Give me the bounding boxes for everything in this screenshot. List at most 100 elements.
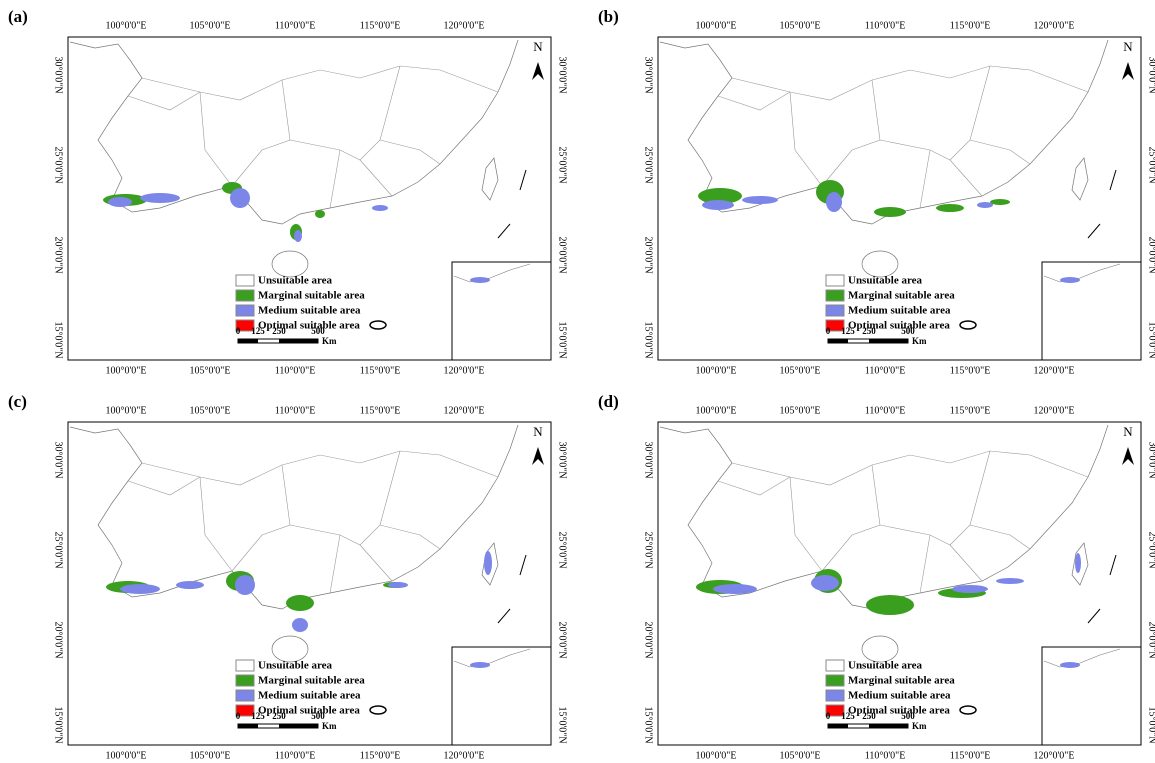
lat-label: 25°0'0"N <box>1147 531 1155 568</box>
panel-label: (a) <box>8 7 28 26</box>
medium-area <box>742 196 778 204</box>
inset-area <box>470 662 490 668</box>
lat-label: 25°0'0"N <box>557 531 568 568</box>
legend-swatch <box>236 660 254 671</box>
lat-label: 15°0'0"N <box>557 321 568 358</box>
lat-label: 15°0'0"N <box>1147 706 1155 743</box>
medium-area <box>140 193 180 203</box>
scale-label: 0 <box>236 326 241 336</box>
lon-label: 120°0'0"E <box>1034 365 1075 376</box>
scale-label: 250 <box>272 326 286 336</box>
lon-label: 110°0'0"E <box>275 365 316 376</box>
lon-label: 100°0'0"E <box>106 750 147 761</box>
legend-label: Medium suitable area <box>258 690 361 702</box>
inset-frame <box>1042 647 1141 745</box>
island <box>960 321 976 329</box>
marginal-area <box>866 595 914 615</box>
legend-swatch <box>826 690 844 701</box>
lon-label: 110°0'0"E <box>865 20 906 31</box>
province-line <box>970 525 1030 549</box>
lon-label: 120°0'0"E <box>444 750 485 761</box>
lon-label: 105°0'0"E <box>190 20 231 31</box>
lon-label: 110°0'0"E <box>865 405 906 416</box>
scale-bar <box>238 339 258 343</box>
lat-label: 25°0'0"N <box>1147 146 1155 183</box>
lon-label: 110°0'0"E <box>865 365 906 376</box>
lat-label: 20°0'0"N <box>53 621 64 658</box>
scale-bar <box>238 724 258 728</box>
lat-label: 20°0'0"N <box>643 236 654 273</box>
scale-label: 125 <box>251 326 265 336</box>
province-line <box>200 477 232 571</box>
scale-label: 125 <box>251 711 265 721</box>
legend-swatch <box>826 675 844 686</box>
border <box>70 425 518 609</box>
scale-label: 0 <box>826 711 831 721</box>
inset-frame <box>1042 262 1141 360</box>
medium-area <box>108 197 132 207</box>
north-label: N <box>1123 39 1133 54</box>
lat-label: 15°0'0"N <box>643 321 654 358</box>
north-label: N <box>533 424 543 439</box>
lon-label: 115°0'0"E <box>950 405 991 416</box>
medium-area <box>952 585 988 593</box>
lat-label: 15°0'0"N <box>53 706 64 743</box>
medium-area <box>702 200 734 210</box>
legend-label: Medium suitable area <box>258 305 361 317</box>
north-arrow <box>1122 62 1134 80</box>
lon-label: 105°0'0"E <box>780 750 821 761</box>
north-arrow <box>532 62 544 80</box>
island <box>370 706 386 714</box>
marginal-area <box>315 210 325 218</box>
marginal-area <box>286 595 314 611</box>
legend-label: Medium suitable area <box>848 305 951 317</box>
province-line <box>128 92 200 110</box>
legend-swatch <box>236 275 254 286</box>
legend-swatch <box>236 305 254 316</box>
lat-label: 30°0'0"N <box>557 441 568 478</box>
island-line <box>1110 555 1116 575</box>
north-arrow <box>532 447 544 465</box>
scale-label: 500 <box>901 711 915 721</box>
lon-label: 115°0'0"E <box>360 405 401 416</box>
island <box>370 321 386 329</box>
lon-label: 110°0'0"E <box>865 750 906 761</box>
scale-bar <box>869 724 908 728</box>
lat-label: 20°0'0"N <box>53 236 64 273</box>
lon-label: 105°0'0"E <box>780 405 821 416</box>
medium-area <box>826 192 842 212</box>
lat-label: 30°0'0"N <box>1147 441 1155 478</box>
marginal-area <box>936 204 964 212</box>
lat-label: 25°0'0"N <box>53 146 64 183</box>
medium-area <box>176 581 204 589</box>
taiwan <box>482 158 498 200</box>
lon-label: 120°0'0"E <box>1034 750 1075 761</box>
map-panel: (c)N100°0'0"E100°0'0"E105°0'0"E105°0'0"E… <box>8 392 568 761</box>
medium-area <box>977 202 993 208</box>
province-line <box>880 66 990 160</box>
island-line <box>1088 609 1100 623</box>
island-line <box>498 224 510 238</box>
hainan <box>862 636 898 662</box>
province-line <box>380 140 440 164</box>
lat-label: 25°0'0"N <box>643 531 654 568</box>
lon-label: 105°0'0"E <box>190 405 231 416</box>
lon-label: 115°0'0"E <box>950 365 991 376</box>
legend-label: Marginal suitable area <box>258 675 365 687</box>
lon-label: 120°0'0"E <box>444 365 485 376</box>
legend-label: Marginal suitable area <box>848 675 955 687</box>
lon-label: 100°0'0"E <box>106 20 147 31</box>
scale-bar <box>828 339 848 343</box>
legend-label: Unsuitable area <box>848 275 923 287</box>
island-line <box>498 609 510 623</box>
province-line <box>290 451 400 545</box>
north-label: N <box>1123 424 1133 439</box>
lat-label: 20°0'0"N <box>557 236 568 273</box>
map-panel: (a)N100°0'0"E100°0'0"E105°0'0"E105°0'0"E… <box>8 7 568 376</box>
hainan <box>272 636 308 662</box>
lon-label: 115°0'0"E <box>360 365 401 376</box>
lat-label: 25°0'0"N <box>557 146 568 183</box>
island-line <box>1088 224 1100 238</box>
scale-unit: Km <box>322 336 337 346</box>
medium-area <box>713 584 757 594</box>
